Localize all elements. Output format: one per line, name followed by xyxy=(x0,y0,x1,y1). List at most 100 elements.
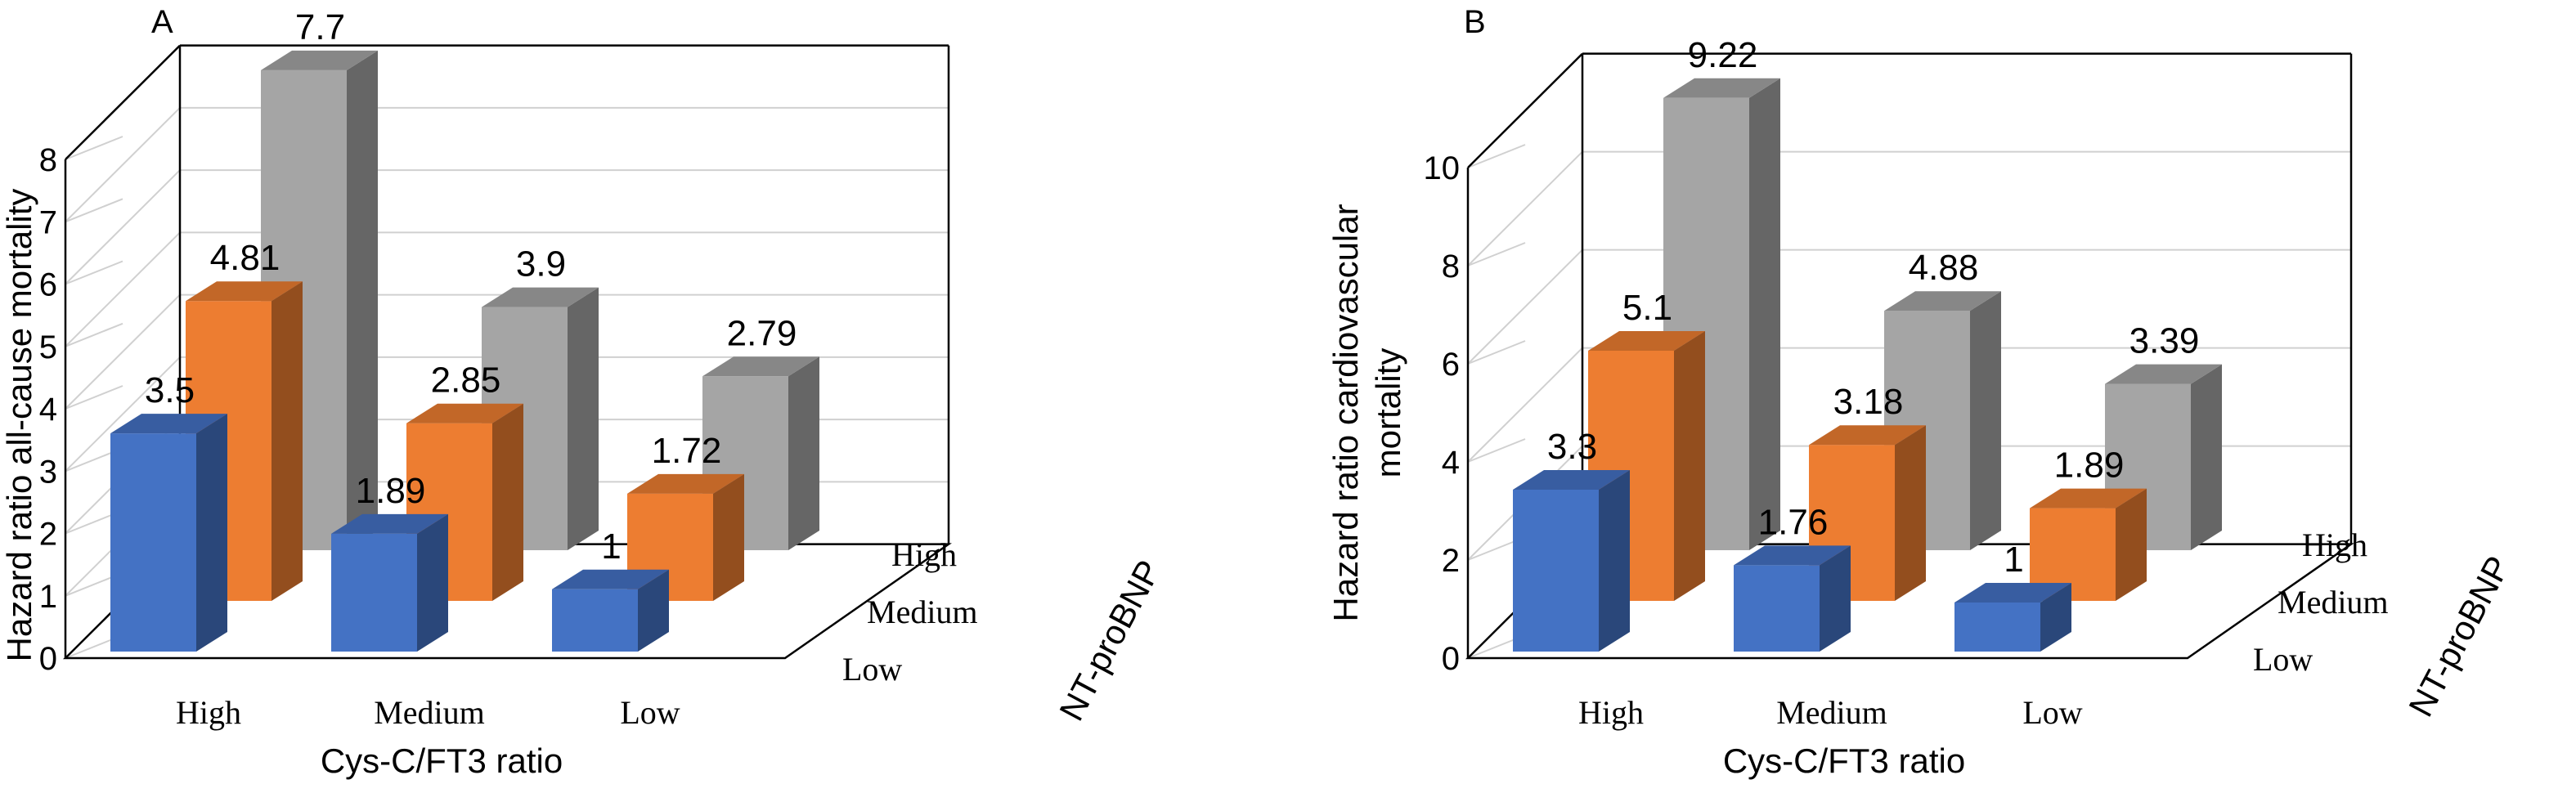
data-label: 1.76 xyxy=(1758,502,1829,542)
gridline-side xyxy=(65,293,181,410)
bar-top xyxy=(482,287,599,307)
depth-tick-label: High xyxy=(891,536,957,573)
bar-side xyxy=(1820,545,1851,652)
y-axis-title-line: Hazard ratio cardiovascular xyxy=(1326,204,1365,621)
data-label: 4.88 xyxy=(1909,248,1979,288)
y-tick-label: 0 xyxy=(39,641,57,677)
gridline xyxy=(65,260,123,285)
gridline-side xyxy=(1467,347,1583,463)
bar-side xyxy=(638,569,669,652)
y-axis-top-edge xyxy=(1467,52,1583,168)
y-tick-label: 5 xyxy=(39,329,57,365)
y-tick-label: 8 xyxy=(39,142,57,178)
x-category-label: Medium xyxy=(374,694,485,731)
depth-tick-label: Medium xyxy=(867,594,978,630)
bar-top xyxy=(1734,545,1851,566)
bar xyxy=(1734,545,1851,652)
bar-side xyxy=(1895,425,1926,601)
y-tick-label: 4 xyxy=(39,392,57,428)
bar-top xyxy=(702,356,819,377)
panel-label: B xyxy=(1464,4,1486,40)
bar-side xyxy=(272,281,303,601)
y-tick-label: 7 xyxy=(39,204,57,240)
gridline xyxy=(1467,144,1526,168)
bar-side xyxy=(1599,470,1630,652)
bar-front xyxy=(1954,603,2040,652)
gridline xyxy=(1467,438,1526,463)
gridline-side xyxy=(1467,249,1583,365)
y-tick-label: 10 xyxy=(1424,150,1461,186)
x-category-label: Low xyxy=(2022,694,2082,731)
bar-top xyxy=(1513,470,1630,490)
gridline xyxy=(1467,340,1526,365)
gridline-side xyxy=(1467,150,1583,267)
bar-top xyxy=(1884,291,2001,311)
data-label: 4.81 xyxy=(210,238,280,278)
bar-top xyxy=(261,50,378,70)
bar-top xyxy=(186,281,303,302)
data-label: 1 xyxy=(2004,540,2023,580)
data-label: 3.39 xyxy=(2129,321,2200,361)
y-axis-title: Hazard ratio all-cause mortality xyxy=(0,189,38,662)
x-axis-title: Cys-C/FT3 ratio xyxy=(321,741,563,780)
bar-side xyxy=(417,513,448,652)
data-label: 5.1 xyxy=(1622,288,1672,328)
bar xyxy=(1954,583,2071,652)
y-tick-label: 1 xyxy=(39,579,57,615)
gridline xyxy=(65,136,123,160)
data-label: 3.5 xyxy=(145,370,195,410)
data-label: 2.85 xyxy=(431,361,501,401)
data-label: 3.3 xyxy=(1547,427,1597,467)
data-label: 3.9 xyxy=(516,244,566,284)
data-label: 1 xyxy=(601,526,621,567)
gridline-side xyxy=(65,169,181,285)
y-axis-title-line: mortality xyxy=(1369,348,1407,478)
depth-tick-label: High xyxy=(2302,526,2367,563)
y-axis-title: Hazard ratio cardiovascular mortality xyxy=(1326,204,1407,621)
y-tick-label: 4 xyxy=(1442,445,1460,481)
data-label: 2.79 xyxy=(727,313,797,353)
gridline-side xyxy=(65,356,181,473)
depth-axis-title: NT-proBNP xyxy=(1052,553,1168,727)
bar-top xyxy=(110,414,227,434)
y-tick-label: 2 xyxy=(1442,543,1460,579)
bar-front xyxy=(331,533,417,652)
bar-side xyxy=(2040,583,2071,652)
x-category-label: High xyxy=(176,694,241,731)
bar-top xyxy=(1588,331,1705,351)
bar-front xyxy=(110,433,196,652)
y-axis-top-edge xyxy=(65,44,181,160)
depth-tick-label: Medium xyxy=(2278,584,2389,621)
panel-label: A xyxy=(151,4,173,40)
x-category-label: Low xyxy=(620,694,680,731)
gridline xyxy=(65,385,123,410)
bar-top xyxy=(406,403,523,423)
data-label: 1.89 xyxy=(2054,446,2125,486)
bar-side xyxy=(2116,488,2147,601)
y-tick-label: 6 xyxy=(39,267,57,303)
bar-side xyxy=(196,414,227,652)
y-tick-label: 8 xyxy=(1442,249,1460,284)
gridline-side xyxy=(65,231,181,347)
gridline xyxy=(65,198,123,223)
bar-top xyxy=(331,513,448,534)
bar-top xyxy=(2030,488,2147,509)
bar xyxy=(1513,470,1630,652)
data-label: 1.89 xyxy=(356,471,426,511)
bar-front xyxy=(1734,565,1820,652)
bar-side xyxy=(2191,364,2222,550)
bar-side xyxy=(1749,78,1780,551)
x-category-label: High xyxy=(1578,694,1644,731)
bar xyxy=(110,414,227,652)
bar-side xyxy=(492,403,523,601)
bar-top xyxy=(1809,425,1926,446)
bar-side xyxy=(347,50,378,550)
data-label: 7.7 xyxy=(295,7,345,47)
bar-side xyxy=(713,473,744,601)
y-tick-label: 2 xyxy=(39,517,57,553)
bar-side xyxy=(1674,331,1705,601)
x-category-label: Medium xyxy=(1776,694,1887,731)
